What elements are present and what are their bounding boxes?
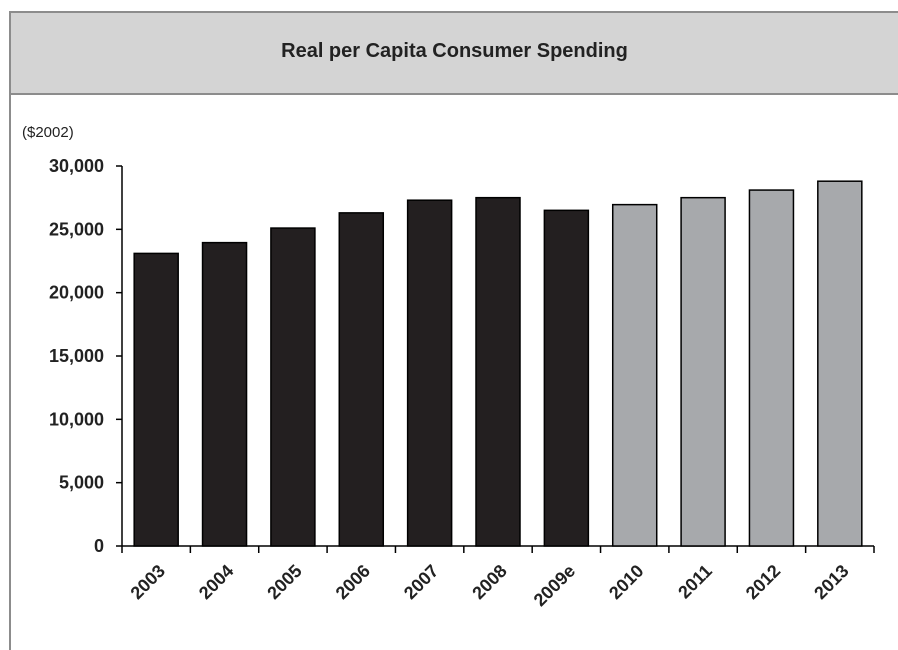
bar-2007: [406, 199, 453, 547]
y-tick-label: 25,000: [49, 219, 104, 239]
x-tick-label: 2005: [263, 561, 305, 603]
bars: [133, 180, 863, 547]
bar-2008: [475, 196, 521, 547]
y-axis-ticks: 0 5,000 10,000 15,000 20,000 25,000 30,000: [49, 156, 122, 556]
x-tick-label: 2010: [605, 561, 647, 603]
y-tick-label: 0: [94, 536, 104, 556]
x-tick-label: 2009e: [530, 561, 580, 611]
y-tick-label: 10,000: [49, 409, 104, 429]
y-tick-label: 20,000: [49, 283, 104, 303]
y-tick-label: 5,000: [59, 473, 104, 493]
y-tick-label: 15,000: [49, 346, 104, 366]
x-tick-label: 2003: [127, 561, 169, 603]
bar-2011: [680, 196, 726, 547]
x-tick-label: 2004: [195, 561, 237, 603]
bar-2003: [133, 252, 179, 547]
bar-2012: [748, 189, 795, 547]
bar-2013: [817, 180, 863, 547]
x-axis-ticks: 2003 2004 2005 2006 2007 2008 2009e 2010 2011 201…: [121, 546, 875, 611]
x-tick-label: 2007: [400, 561, 442, 603]
y-axis-unit-label: ($2002): [22, 124, 74, 141]
x-tick-label: 2011: [674, 561, 716, 603]
chart-title: Real per Capita Consumer Spending: [281, 40, 628, 62]
frame-left-border: [9, 95, 11, 650]
title-band: Real per Capita Consumer Spending: [9, 11, 898, 95]
bar-2009e: [543, 209, 590, 547]
x-tick-label: 2012: [742, 561, 784, 603]
bar-2005: [270, 227, 316, 547]
x-tick-label: 2008: [468, 561, 510, 603]
y-tick-label: 30,000: [49, 156, 104, 176]
x-tick-label: 2006: [332, 561, 374, 603]
bar-2010: [611, 203, 658, 547]
bar-2004: [201, 241, 248, 547]
bar-2006: [338, 212, 385, 547]
x-tick-label: 2013: [810, 561, 852, 603]
